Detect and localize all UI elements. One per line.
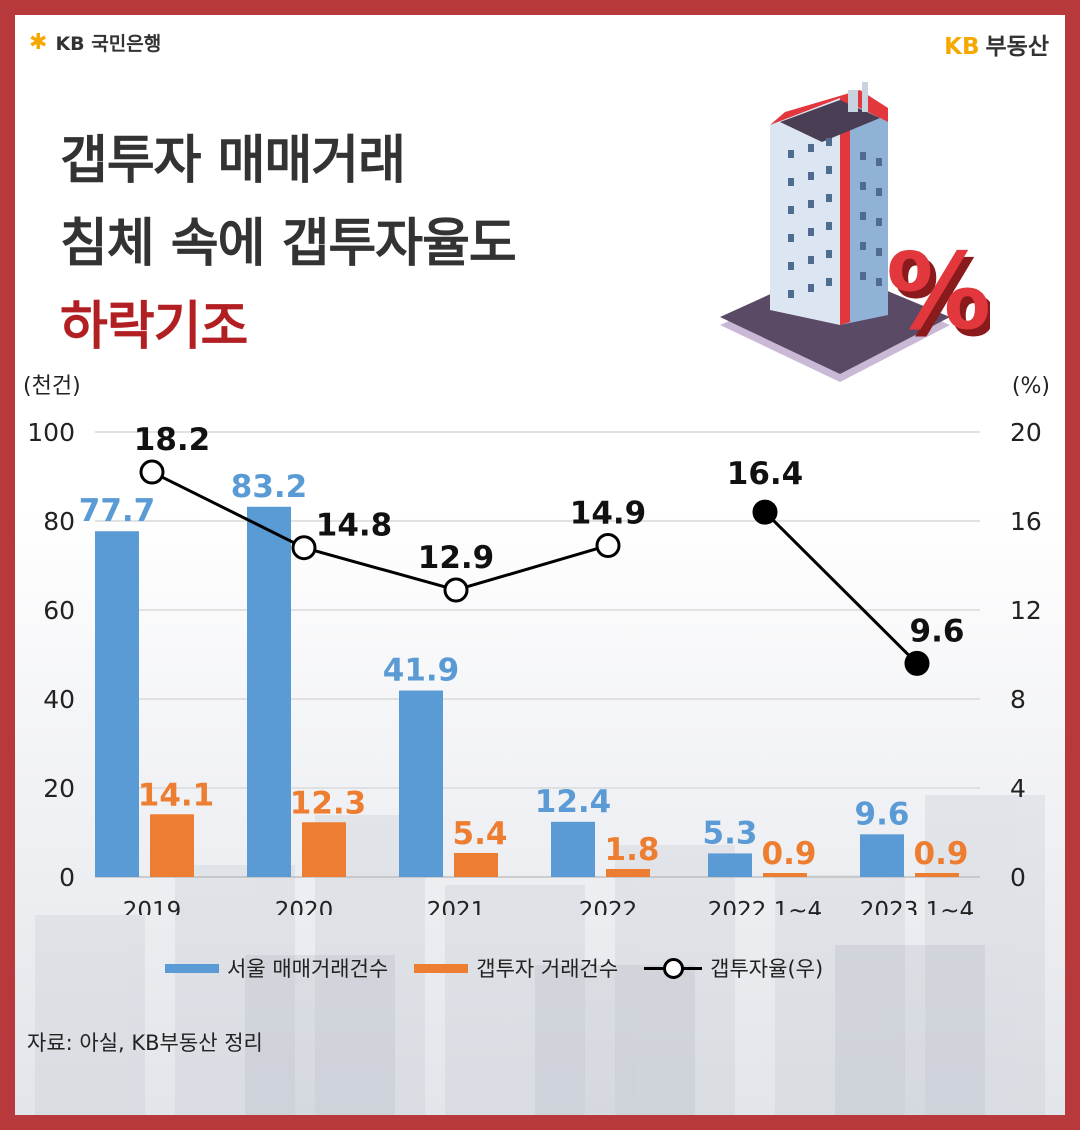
left-tick-label: 20 xyxy=(43,774,75,803)
data-label-seoul: 77.7 xyxy=(79,493,156,529)
left-tick-label: 40 xyxy=(43,685,75,714)
bar-gap xyxy=(915,872,959,877)
legend-label-ratio: 갭투자율(우) xyxy=(710,957,824,981)
x-tick-label: 2020 xyxy=(275,898,334,915)
kb-star-icon: ✱ xyxy=(29,30,48,55)
ratio-point xyxy=(443,577,469,603)
data-label-gap: 5.4 xyxy=(453,816,508,852)
bar-gap xyxy=(302,822,346,877)
x-tick-label: 2022 xyxy=(579,898,638,915)
ratio-line-segment xyxy=(763,511,919,665)
bar-gap xyxy=(763,872,807,877)
data-label-ratio: 12.9 xyxy=(418,540,495,576)
legend-swatch-gap xyxy=(414,963,469,973)
left-tick-label: 0 xyxy=(59,863,75,892)
x-tick-label: 2022.1~4 xyxy=(708,898,822,915)
x-tick-label: 2019 xyxy=(123,898,182,915)
bar-seoul xyxy=(247,506,291,877)
svg-text:%: % xyxy=(886,231,990,353)
legend-swatch-seoul xyxy=(165,963,219,973)
page-title: 갭투자 매매거래 침체 속에 갭투자율도 하락기조 xyxy=(60,120,517,369)
bar-seoul xyxy=(708,853,752,877)
bar-seoul xyxy=(551,821,595,877)
data-label-seoul: 5.3 xyxy=(703,815,758,851)
bar-gap xyxy=(150,814,194,877)
x-tick-label: 2023.1~4 xyxy=(860,898,974,915)
combo-chart: (천건) (%) 0 20 40 60 80 100 0 4 8 12 16 20 2019 2020 202… xyxy=(23,374,1050,915)
x-tick-label: 2021 xyxy=(427,898,486,915)
data-label-ratio: 14.8 xyxy=(316,508,393,544)
right-tick-label: 4 xyxy=(1010,774,1026,803)
ratio-point xyxy=(291,535,317,561)
kb-realestate-logo-name: 부동산 xyxy=(985,34,1049,60)
data-label-seoul: 9.6 xyxy=(855,796,910,832)
data-label-ratio: 9.6 xyxy=(910,613,965,649)
ratio-point xyxy=(752,499,778,525)
percent-symbol-icon: % xyxy=(892,238,990,360)
legend-label-seoul: 서울 매매거래건수 xyxy=(227,957,389,981)
data-label-gap: 1.8 xyxy=(605,832,660,868)
chart-legend: 서울 매매거래건수 갭투자 거래건수 갭투자율(우) xyxy=(165,953,849,983)
data-label-seoul: 12.4 xyxy=(535,784,612,820)
data-label-gap: 12.3 xyxy=(290,785,367,821)
legend-item-seoul: 서울 매매거래건수 xyxy=(165,953,388,983)
kb-realestate-logo-kb: KB xyxy=(944,34,980,60)
title-line-1: 갭투자 매매거래 xyxy=(60,131,406,191)
data-label-ratio: 18.2 xyxy=(134,422,211,458)
legend-item-ratio: 갭투자율(우) xyxy=(644,953,823,983)
right-axis-unit: (%) xyxy=(1012,374,1050,399)
data-label-gap: 0.9 xyxy=(762,836,817,872)
bar-seoul xyxy=(399,690,443,877)
ratio-point xyxy=(595,532,621,558)
ratio-point xyxy=(904,650,930,676)
right-tick-label: 12 xyxy=(1010,596,1042,625)
building-percent-illustration: % % xyxy=(720,82,990,382)
data-label-ratio: 14.9 xyxy=(570,495,647,531)
title-line-3-highlight: 하락기조 xyxy=(60,297,248,357)
legend-label-gap: 갭투자 거래건수 xyxy=(476,957,619,981)
left-tick-label: 80 xyxy=(43,507,75,536)
right-tick-label: 8 xyxy=(1010,685,1026,714)
bar-gap xyxy=(606,868,650,877)
ratio-line-segment xyxy=(151,470,609,592)
infographic-frame: ✱ KB 국민은행 KB 부동산 갭투자 매매거래 침체 속에 갭투자율도 하락기… xyxy=(15,15,1065,1115)
left-tick-label: 100 xyxy=(27,418,75,447)
bar-gap xyxy=(454,852,498,877)
data-label-gap: 14.1 xyxy=(138,777,215,813)
data-label-seoul: 83.2 xyxy=(231,469,308,505)
kb-realestate-logo: KB 부동산 xyxy=(944,27,1049,61)
bar-seoul xyxy=(95,531,139,877)
source-note: 자료: 아실, KB부동산 정리 xyxy=(27,1031,263,1055)
ratio-point xyxy=(139,459,165,485)
left-tick-label: 60 xyxy=(43,596,75,625)
legend-swatch-ratio xyxy=(644,958,703,979)
left-axis-unit: (천건) xyxy=(23,374,81,399)
legend-item-gap: 갭투자 거래건수 xyxy=(414,953,618,983)
bar-seoul xyxy=(860,834,904,877)
right-tick-label: 0 xyxy=(1010,863,1026,892)
right-tick-label: 20 xyxy=(1010,418,1042,447)
data-label-gap: 0.9 xyxy=(914,836,969,872)
title-line-2: 침체 속에 갭투자율도 xyxy=(60,214,517,274)
right-tick-label: 16 xyxy=(1010,507,1042,536)
kb-bank-logo: ✱ KB 국민은행 xyxy=(29,29,161,56)
data-label-ratio: 16.4 xyxy=(727,456,804,492)
data-label-seoul: 41.9 xyxy=(383,653,460,689)
kb-bank-logo-text: KB 국민은행 xyxy=(55,33,162,55)
